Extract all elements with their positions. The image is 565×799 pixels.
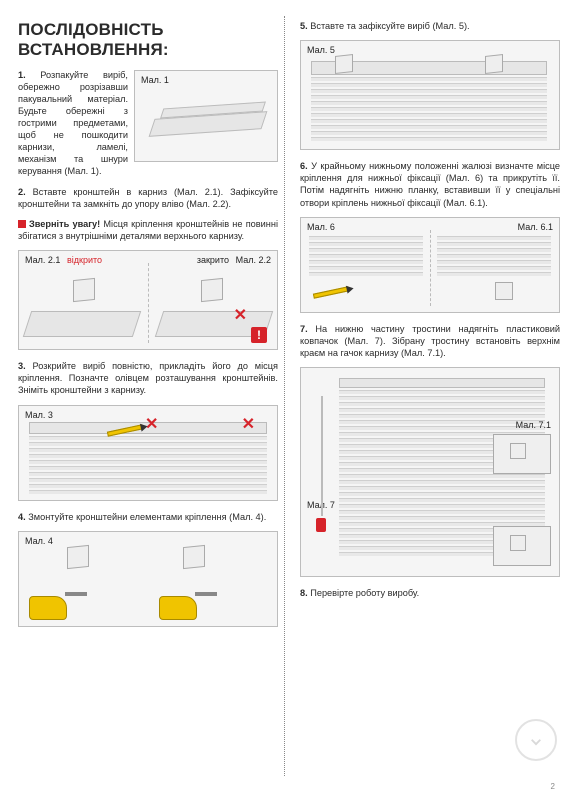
right-column: 5. Вставте та зафіксуйте виріб (Мал. 5).… <box>300 20 560 607</box>
step-1: 1. Розпакуйте виріб, обережно розрізавши… <box>18 70 278 178</box>
drill-icon-right <box>159 588 219 620</box>
figure-2: Мал. 2.1 відкрито закрито Мал. 2.2 ✕ ! <box>18 250 278 350</box>
step-6-body: У крайньому нижньому положенні жалюзі ви… <box>300 161 560 207</box>
step-5: 5. Вставте та зафіксуйте виріб (Мал. 5). <box>300 20 560 32</box>
step-7-body: На нижню частину тростини надягніть плас… <box>300 324 560 358</box>
detail-7-bottom <box>493 526 551 566</box>
blinds-left <box>309 236 423 276</box>
figure-5-label: Мал. 5 <box>307 45 335 55</box>
download-watermark-icon <box>515 719 557 761</box>
figure-4-label: Мал. 4 <box>25 536 53 546</box>
rail-left <box>23 311 141 337</box>
step-5-num: 5. <box>300 21 308 31</box>
column-divider <box>284 16 285 776</box>
warning-icon <box>18 220 26 228</box>
step-2-body: Вставте кронштейн в карниз (Мал. 2.1). З… <box>18 187 278 209</box>
figure-2-2-label: Мал. 2.2 <box>236 255 271 265</box>
warning-label: Зверніть увагу! <box>29 219 100 229</box>
bracket-closed <box>201 278 223 302</box>
bracket-left <box>67 545 89 569</box>
figure-7: Мал. 7.1 Мал. 7 <box>300 367 560 577</box>
step-5-body: Вставте та зафіксуйте виріб (Мал. 5). <box>310 21 469 31</box>
step-4: 4. Змонтуйте кронштейни елементами кріпл… <box>18 511 278 523</box>
step-2-warning: Зверніть увагу! Місця кріплення кронштей… <box>18 218 278 242</box>
figure-6-1-label: Мал. 6.1 <box>518 222 553 232</box>
bracket <box>485 54 503 74</box>
step-4-num: 4. <box>18 512 26 522</box>
wand-cord <box>321 396 323 516</box>
step-1-text: 1. Розпакуйте виріб, обережно розрізавши… <box>18 70 128 178</box>
left-column: ПОСЛІДОВНІСТЬ ВСТАНОВЛЕННЯ: 1. Розпакуйт… <box>18 20 278 637</box>
figure-6-label: Мал. 6 <box>307 222 335 232</box>
step-8: 8. Перевірте роботу виробу. <box>300 587 560 599</box>
step-2: 2. Вставте кронштейн в карниз (Мал. 2.1)… <box>18 186 278 210</box>
wand-cap <box>316 518 326 532</box>
figure-2-open-label: відкрито <box>67 255 102 265</box>
bracket-open <box>73 278 95 302</box>
step-7: 7. На нижню частину тростини надягніть п… <box>300 323 560 359</box>
blinds-slats <box>29 436 267 494</box>
blinds-right <box>437 236 551 276</box>
step-7-num: 7. <box>300 324 308 334</box>
step-6: 6. У крайньому нижньому положенні жалюзі… <box>300 160 560 209</box>
top-rail <box>339 378 545 388</box>
drill-icon-left <box>29 588 89 620</box>
step-8-num: 8. <box>300 588 308 598</box>
figure-1-label: Мал. 1 <box>141 75 169 85</box>
pencil-icon <box>313 286 349 298</box>
warning-badge: ! <box>251 327 267 343</box>
figure-1: Мал. 1 <box>134 70 278 162</box>
step-4-body: Змонтуйте кронштейни елементами кріпленн… <box>28 512 266 522</box>
step-1-num: 1. <box>18 70 26 80</box>
figure-3-label: Мал. 3 <box>25 410 53 420</box>
figure-2-1-label: Мал. 2.1 <box>25 255 60 265</box>
figure-3: Мал. 3 ✕ ✕ <box>18 405 278 501</box>
bracket <box>335 54 353 74</box>
step-2-num: 2. <box>18 187 26 197</box>
figure-5: Мал. 5 <box>300 40 560 150</box>
step-8-body: Перевірте роботу виробу. <box>310 588 419 598</box>
x-mark-icon: ✕ <box>234 305 247 325</box>
bracket-right <box>183 545 205 569</box>
step-3-body: Розкрийте виріб повністю, прикладіть йог… <box>18 361 278 395</box>
figure-7-1-label: Мал. 7.1 <box>516 420 551 430</box>
page-title: ПОСЛІДОВНІСТЬ ВСТАНОВЛЕННЯ: <box>18 20 278 60</box>
figure-6-split <box>430 230 431 306</box>
figure-6: Мал. 6 Мал. 6.1 <box>300 217 560 313</box>
bottom-fix <box>495 282 513 300</box>
figure-4: Мал. 4 <box>18 531 278 627</box>
step-1-body: Розпакуйте виріб, обережно розрізавши па… <box>18 70 128 176</box>
page-number: 2 <box>551 782 555 791</box>
step-3-num: 3. <box>18 361 26 371</box>
blinds-slats <box>311 77 547 141</box>
step-3: 3. Розкрийте виріб повністю, прикладіть … <box>18 360 278 396</box>
detail-7-1 <box>493 434 551 474</box>
step-6-num: 6. <box>300 161 308 171</box>
figure-2-split <box>148 263 149 343</box>
figure-2-closed-label: закрито <box>197 255 229 265</box>
x-mark-icon: ✕ <box>242 414 255 434</box>
